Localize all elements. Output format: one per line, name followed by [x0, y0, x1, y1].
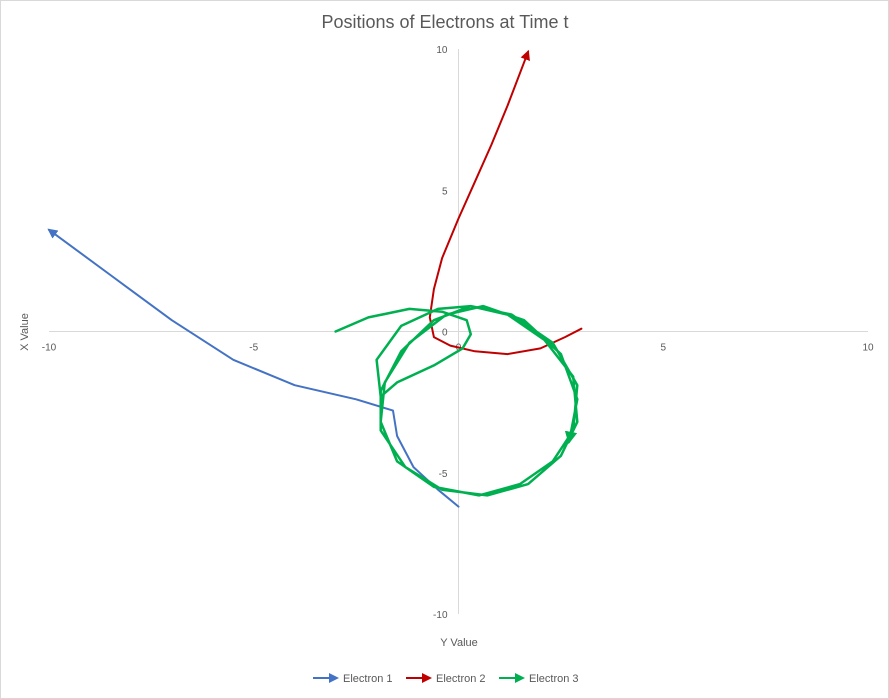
legend: Electron 1 Electron 2 Electron 3	[313, 673, 579, 685]
y-tick-label: 5	[442, 186, 448, 197]
legend-item: Electron 1	[313, 673, 393, 685]
series-line-electron-2	[428, 49, 583, 356]
legend-label: Electron 3	[529, 673, 579, 685]
x-tick-label: 5	[660, 343, 666, 354]
legend-item: Electron 2	[406, 673, 486, 685]
x-tick-label: 10	[862, 343, 874, 354]
x-axis-title: Y Value	[440, 637, 478, 649]
series-line-electron-3	[334, 304, 579, 497]
legend-label: Electron 2	[436, 673, 486, 685]
y-tick-label: -10	[433, 610, 448, 621]
series-layer	[47, 49, 583, 508]
x-tick-label: -10	[42, 343, 57, 354]
legend-item: Electron 3	[499, 673, 579, 685]
y-tick-label: 0	[442, 328, 448, 339]
chart-title: Positions of Electrons at Time t	[321, 12, 568, 32]
y-axis-title: X Value	[19, 313, 31, 351]
series-line-electron-1	[47, 228, 460, 508]
y-tick-label: 10	[436, 45, 448, 56]
y-tick-label: -5	[439, 469, 448, 480]
x-tick-label: -5	[249, 343, 258, 354]
legend-label: Electron 1	[343, 673, 393, 685]
